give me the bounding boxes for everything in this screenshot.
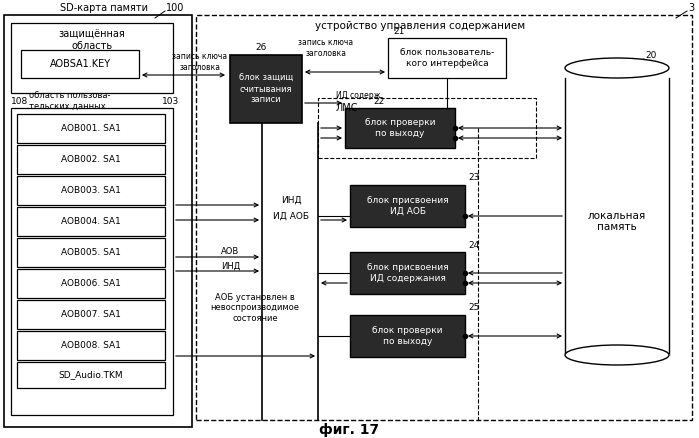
Text: запись ключа
заголовка: запись ключа заголовка	[298, 38, 354, 58]
Text: 26: 26	[255, 43, 267, 53]
Text: блок присвоения
ИД АОБ: блок присвоения ИД АОБ	[367, 196, 448, 215]
Text: AOB001. SA1: AOB001. SA1	[61, 124, 121, 133]
Bar	[318, 98, 536, 158]
Text: AOB002. SA1: AOB002. SA1	[61, 155, 121, 164]
Text: 100: 100	[166, 3, 185, 13]
Bar	[4, 15, 192, 427]
Text: AOB004. SA1: AOB004. SA1	[61, 217, 121, 226]
Text: 108: 108	[11, 96, 28, 106]
Bar	[350, 315, 465, 357]
Bar	[564, 354, 670, 365]
Bar	[17, 176, 165, 205]
Text: блок проверки
по выходу: блок проверки по выходу	[365, 118, 435, 138]
Bar	[350, 252, 465, 294]
Bar	[21, 50, 139, 78]
Text: AOB005. SA1: AOB005. SA1	[61, 248, 121, 257]
Text: AOB003. SA1: AOB003. SA1	[61, 186, 121, 195]
Bar	[17, 269, 165, 298]
Text: блок пользователь-
кого интерфейса: блок пользователь- кого интерфейса	[400, 48, 494, 68]
Text: ЛМС: ЛМС	[336, 103, 359, 113]
Text: ИНД: ИНД	[281, 195, 301, 205]
Text: AOB008. SA1: AOB008. SA1	[61, 341, 121, 350]
Text: локальная
память: локальная память	[588, 211, 646, 232]
Text: 24: 24	[468, 240, 480, 250]
Bar	[230, 55, 302, 123]
Bar	[345, 108, 455, 148]
Bar	[17, 238, 165, 267]
Bar	[388, 38, 506, 78]
Text: 23: 23	[468, 173, 480, 183]
Bar	[17, 362, 165, 388]
Text: защищённая
область: защищённая область	[59, 29, 125, 51]
Text: область пользова-
тельских данных: область пользова- тельских данных	[29, 91, 110, 111]
Bar	[11, 108, 173, 415]
Text: AOBSA1.KEY: AOBSA1.KEY	[50, 59, 110, 69]
Ellipse shape	[565, 58, 669, 78]
Bar	[196, 15, 692, 420]
Bar	[17, 300, 165, 329]
Text: AOB007. SA1: AOB007. SA1	[61, 310, 121, 319]
Bar	[17, 114, 165, 143]
Text: 3: 3	[688, 3, 694, 13]
Text: ИНД: ИНД	[221, 261, 240, 271]
Text: устройство управления содержанием: устройство управления содержанием	[315, 21, 525, 31]
Text: SD-карта памяти: SD-карта памяти	[60, 3, 148, 13]
Text: блок присвоения
ИД содержания: блок присвоения ИД содержания	[367, 263, 448, 283]
Text: блок защищ
считывания
записи: блок защищ считывания записи	[239, 74, 293, 104]
Text: 22: 22	[373, 96, 384, 106]
Text: 20: 20	[645, 52, 656, 60]
Text: SD_Audio.TKM: SD_Audio.TKM	[59, 371, 123, 379]
Bar	[11, 23, 173, 93]
Text: фиг. 17: фиг. 17	[319, 423, 379, 437]
Text: ИД АОБ: ИД АОБ	[273, 212, 309, 220]
Bar	[17, 145, 165, 174]
Text: 21: 21	[393, 27, 405, 35]
Text: ИД содерж.: ИД содерж.	[336, 91, 383, 99]
Text: АОБ установлен в
невоспроизводимое
состояние: АОБ установлен в невоспроизводимое состо…	[210, 293, 299, 323]
Text: 103: 103	[162, 96, 179, 106]
Bar	[17, 331, 165, 360]
Bar	[350, 185, 465, 227]
Bar	[17, 207, 165, 236]
Text: запись ключа
заголовка: запись ключа заголовка	[173, 52, 228, 72]
Text: АОВ: АОВ	[221, 247, 239, 257]
Ellipse shape	[565, 345, 669, 365]
Text: 25: 25	[468, 304, 480, 312]
Text: блок проверки
по выходу: блок проверки по выходу	[373, 326, 442, 346]
Text: AOB006. SA1: AOB006. SA1	[61, 279, 121, 288]
